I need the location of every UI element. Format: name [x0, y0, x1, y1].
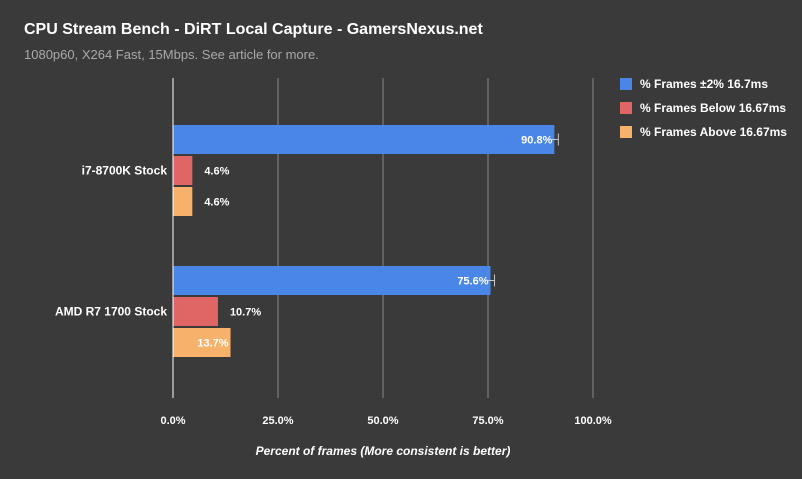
x-tick-label: 100.0%: [574, 415, 612, 427]
data-label: 13.7%: [197, 338, 228, 350]
x-tick-label: 50.0%: [367, 415, 398, 427]
bar: [173, 187, 193, 216]
bar: [173, 297, 218, 326]
chart-subtitle: 1080p60, X264 Fast, 15Mbps. See article …: [24, 47, 319, 62]
bar: [173, 156, 193, 185]
x-tick-label: 25.0%: [262, 415, 293, 427]
bar: [173, 328, 231, 357]
data-label: 75.6%: [457, 276, 488, 288]
legend-swatch: [620, 126, 632, 138]
data-label: 4.6%: [204, 197, 229, 209]
legend-swatch: [620, 102, 632, 114]
category-label: i7-8700K Stock: [82, 164, 168, 178]
legend-label: % Frames Above 16.67ms: [640, 125, 787, 139]
x-axis-title: Percent of frames (More consistent is be…: [256, 444, 511, 458]
legend-swatch: [620, 78, 632, 90]
legend-label: % Frames Below 16.67ms: [640, 101, 786, 115]
data-label: 4.6%: [204, 166, 229, 178]
bar: [173, 125, 555, 154]
category-label: AMD R7 1700 Stock: [55, 305, 167, 319]
bar: [173, 266, 491, 295]
legend-label: % Frames ±2% 16.7ms: [640, 77, 768, 91]
chart-title: CPU Stream Bench - DiRT Local Capture - …: [24, 21, 483, 38]
x-tick-label: 75.0%: [472, 415, 503, 427]
x-tick-label: 0.0%: [160, 415, 185, 427]
data-label: 10.7%: [230, 307, 261, 319]
data-label: 90.8%: [521, 135, 552, 147]
